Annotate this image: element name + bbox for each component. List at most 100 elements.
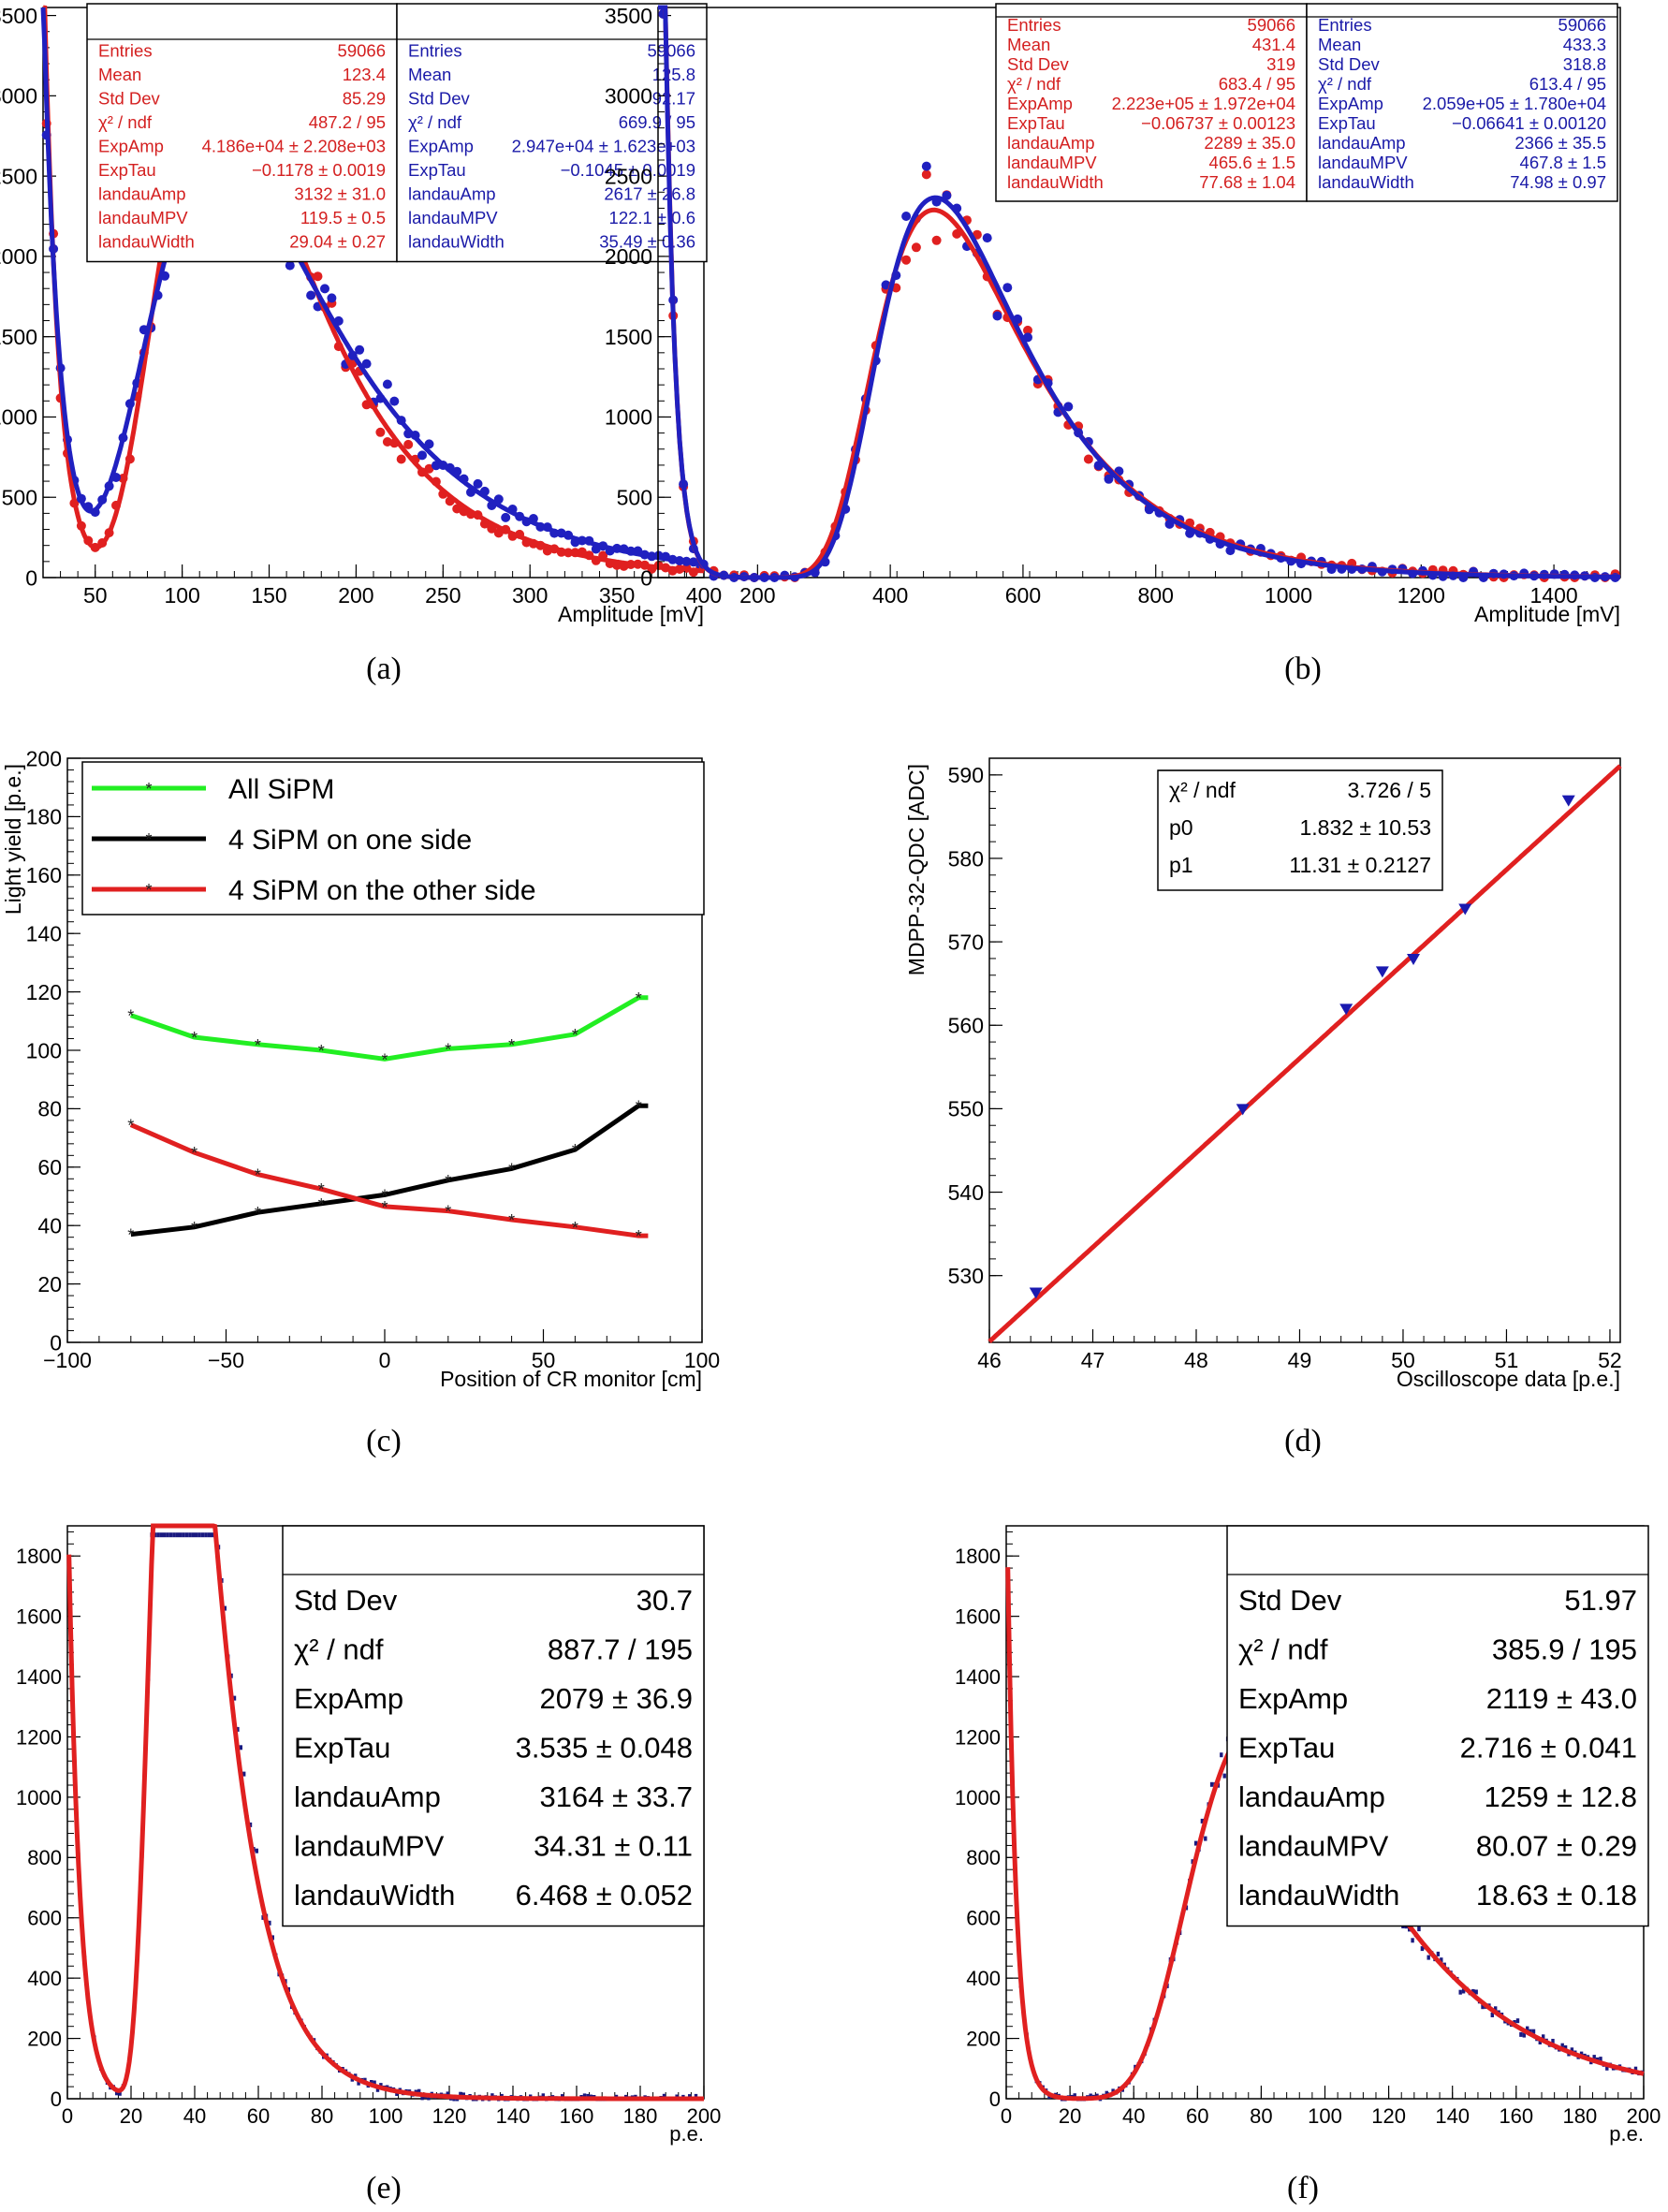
y-tick-label: 600 — [966, 1907, 1001, 1930]
stats-key: landauMPV — [1238, 1829, 1389, 1862]
data-point — [403, 439, 414, 449]
series-marker: * — [572, 1219, 578, 1238]
stats-key: χ² / ndf — [408, 112, 462, 132]
x-tick-label: 200 — [739, 583, 775, 608]
panel-caption: (b) — [1284, 652, 1322, 686]
stats-value: −0.1178 ± 0.0019 — [252, 160, 386, 180]
stats-value: 2289 ± 35.0 — [1204, 133, 1295, 153]
stats-value: 125.8 — [652, 65, 695, 84]
x-tick-label: 0 — [379, 1348, 391, 1372]
stats-value: 3132 ± 31.0 — [294, 183, 386, 203]
stats-key: landauMPV — [294, 1829, 445, 1862]
x-axis-label: Amplitude [mV] — [1474, 602, 1620, 626]
data-point — [982, 233, 992, 243]
fit-line — [988, 764, 1622, 1344]
x-tick-label: 140 — [496, 2104, 531, 2128]
y-tick-label: 2500 — [605, 164, 652, 188]
x-axis-label: p.e. — [669, 2122, 704, 2146]
y-tick-label: 400 — [27, 1967, 62, 1990]
stats-value: −0.1045 ± 0.0019 — [561, 160, 695, 180]
panel-c: −100 −50 0 50 100 0 20 40 60 80 100 120 140 160 180 200… — [1, 746, 720, 1458]
stats-value: 92.17 — [652, 88, 695, 108]
stats-key: ExpTau — [98, 160, 156, 180]
x-tick-label: 180 — [623, 2104, 658, 2128]
series-marker: * — [508, 1160, 515, 1179]
legend-marker: * — [145, 830, 152, 849]
x-axis-label: Position of CR monitor [cm] — [440, 1367, 702, 1391]
y-tick-label: 1500 — [605, 325, 652, 349]
y-axis-label: Light yield [p.e.] — [1, 764, 25, 915]
data-point — [320, 284, 329, 294]
x-tick-label: 200 — [687, 2104, 722, 2128]
stats-value: 74.98 ± 0.97 — [1510, 172, 1606, 192]
x-tick-label: 80 — [311, 2104, 333, 2128]
stats-value: 6.468 ± 0.052 — [516, 1879, 693, 1912]
stats-key: landauMPV — [1318, 153, 1408, 172]
data-point — [382, 379, 392, 389]
panel-d: 46 47 48 49 50 51 52 530 540 550 560 570 580 590 Oscil… — [904, 757, 1622, 1458]
stats-value: 2119 ± 43.0 — [1486, 1682, 1637, 1715]
x-tick-label: 46 — [977, 1348, 1002, 1372]
stats-key: p1 — [1169, 853, 1193, 877]
x-tick-label: 49 — [1288, 1348, 1312, 1372]
y-tick-label: 1400 — [16, 1665, 62, 1689]
series-marker: * — [255, 1036, 261, 1055]
y-tick-label: 800 — [27, 1846, 62, 1869]
legend-label: All SiPM — [228, 774, 334, 805]
panel-f: 0 20 40 60 80 100 120 140 160 180 200 0 200 400 600 800… — [955, 1525, 1661, 2205]
series-marker: * — [127, 1007, 134, 1026]
stats-key: Entries — [1007, 15, 1061, 35]
y-tick-label: 500 — [2, 486, 37, 510]
series-marker: * — [191, 1219, 198, 1238]
y-axis-label: MDPP-32-QDC [ADC] — [904, 764, 929, 975]
y-tick-label: 60 — [37, 1155, 62, 1179]
y-tick-label: 0 — [50, 1330, 62, 1355]
stats-key: χ² / ndf — [1169, 778, 1236, 802]
stats-key: Entries — [408, 40, 462, 60]
series-marker: * — [191, 1144, 198, 1163]
x-tick-label: 60 — [1186, 2104, 1208, 2128]
x-tick-label: 180 — [1563, 2104, 1598, 2128]
fit-curve-blue — [658, 5, 1620, 580]
stats-box — [1226, 1525, 1649, 1927]
data-point — [424, 463, 434, 474]
y-tick-label: 570 — [948, 930, 984, 954]
data-point — [1407, 953, 1421, 965]
stats-value: 465.6 ± 1.5 — [1209, 153, 1295, 172]
stats-key: landauWidth — [294, 1879, 455, 1912]
x-tick-label: 120 — [1371, 2104, 1406, 2128]
stats-key: landauAmp — [98, 183, 186, 203]
y-tick-label: 530 — [948, 1264, 984, 1288]
x-tick-label: 300 — [512, 583, 548, 608]
panel-a: 50 100 150 200 250 300 350 400 0 500 1000 1500 2000 2… — [0, 3, 722, 686]
stats-value: 59066 — [1248, 15, 1295, 35]
x-tick-label: 350 — [599, 583, 635, 608]
stats-key: landauAmp — [294, 1780, 441, 1813]
series-marker: * — [381, 1186, 388, 1205]
stats-key: p0 — [1169, 815, 1193, 840]
data-point — [1561, 795, 1575, 807]
x-tick-label: 120 — [432, 2104, 467, 2128]
x-tick-label: 40 — [1122, 2104, 1145, 2128]
y-tick-label: 0 — [25, 565, 37, 590]
stats-value: 59066 — [648, 40, 695, 60]
stats-value: 1.832 ± 10.53 — [1299, 815, 1431, 840]
x-tick-label: 1200 — [1397, 583, 1445, 608]
x-axis-label: p.e. — [1609, 2122, 1644, 2146]
stats-value: 18.63 ± 0.18 — [1476, 1879, 1637, 1912]
stats-value: 2.716 ± 0.041 — [1460, 1731, 1637, 1764]
x-axis-label: Amplitude [mV] — [558, 602, 704, 626]
x-tick-label: 20 — [120, 2104, 142, 2128]
y-tick-label: 3000 — [605, 84, 652, 109]
x-tick-label: 50 — [532, 1348, 556, 1372]
x-tick-label: 200 — [1627, 2104, 1661, 2128]
stats-value: 3164 ± 33.7 — [539, 1780, 693, 1813]
stats-value: 2.059e+05 ± 1.780e+04 — [1423, 94, 1606, 113]
y-tick-label: 0 — [989, 2087, 1001, 2111]
data-point — [1339, 1003, 1353, 1016]
series-marker: * — [191, 1029, 198, 1047]
stats-key: Entries — [98, 40, 153, 60]
stats-value: 2079 ± 36.9 — [539, 1682, 693, 1715]
series-marker: * — [381, 1050, 388, 1069]
